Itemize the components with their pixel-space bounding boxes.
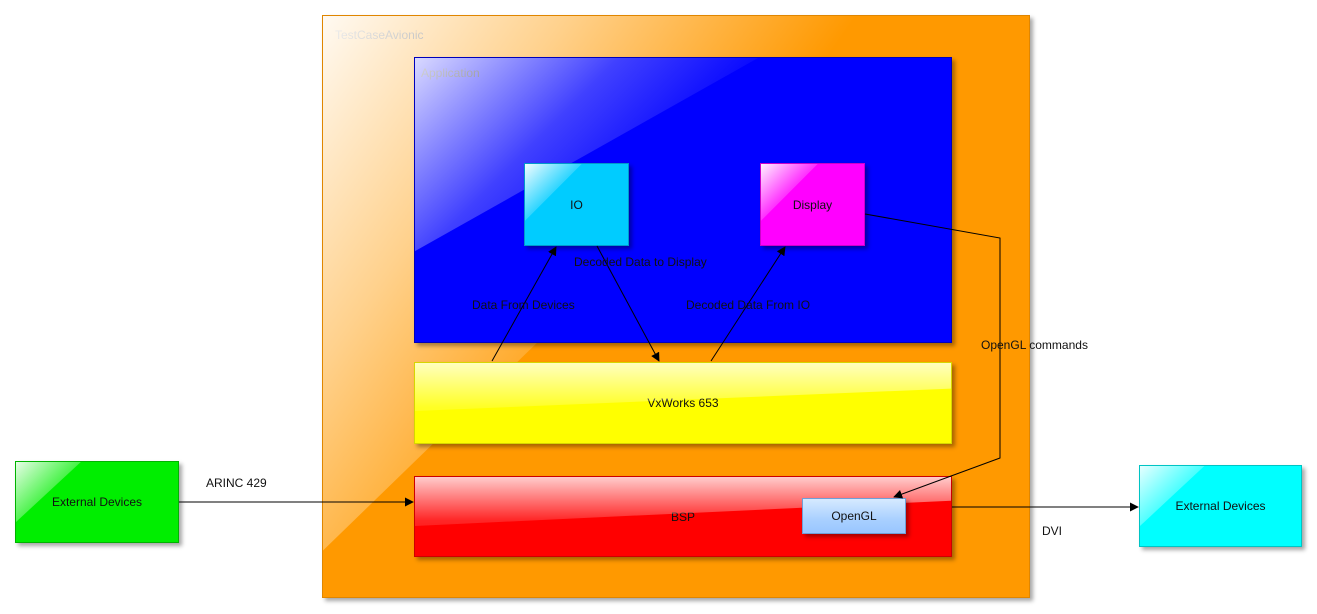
testcaseavionic-title: TestCaseAvionic bbox=[335, 28, 424, 42]
bsp-label: BSP bbox=[670, 509, 695, 524]
edge-label-dvi: DVI bbox=[1042, 524, 1063, 538]
edge-label-data-from-devices: Data From Devices bbox=[472, 298, 575, 312]
external-devices-right-label: External Devices bbox=[1175, 499, 1266, 513]
external-devices-left-label: External Devices bbox=[51, 495, 143, 509]
external-devices-left-block[interactable]: External Devices bbox=[15, 461, 179, 543]
io-block[interactable]: IO bbox=[524, 163, 629, 246]
vxworks-label: VxWorks 653 bbox=[647, 396, 719, 410]
application-title: Application bbox=[421, 66, 480, 80]
vxworks-block[interactable]: VxWorks 653 bbox=[414, 362, 952, 444]
edge-label-opengl-commands: OpenGL commands bbox=[981, 338, 1088, 352]
opengl-label: OpenGL bbox=[831, 509, 877, 523]
external-devices-right-block[interactable]: External Devices bbox=[1139, 465, 1302, 547]
display-label: Display bbox=[792, 197, 833, 212]
opengl-block[interactable]: OpenGL bbox=[802, 498, 906, 534]
display-block[interactable]: Display bbox=[760, 163, 865, 246]
edge-label-arinc-429: ARINC 429 bbox=[206, 476, 267, 490]
io-label: IO bbox=[570, 197, 583, 212]
edge-label-decoded-from-io: Decoded Data From IO bbox=[686, 298, 811, 312]
edge-label-decoded-to-display: Decoded Data to Display bbox=[574, 255, 707, 269]
